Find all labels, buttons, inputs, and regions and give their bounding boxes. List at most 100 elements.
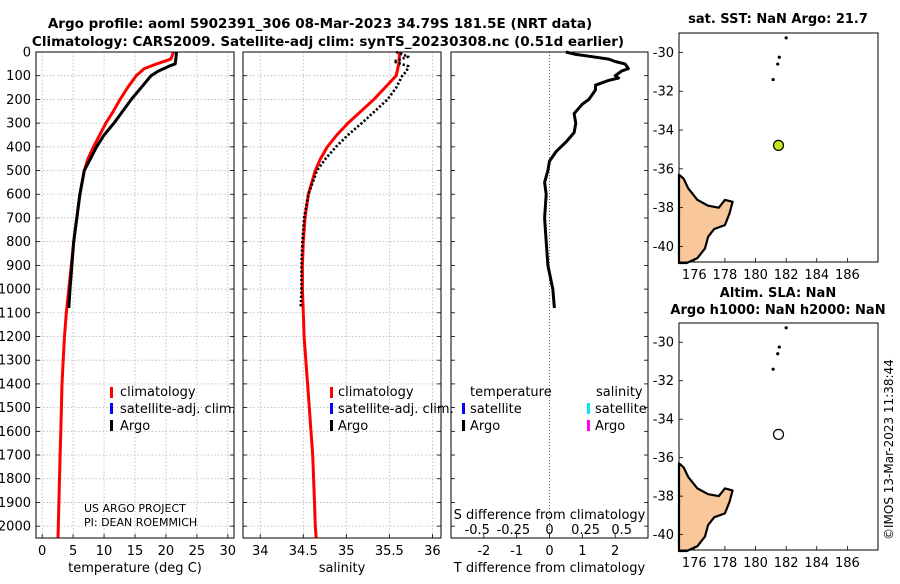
imos-watermark: ©IMOS 13-Mar-2023 11:38:44 [882, 359, 896, 540]
island-marker [777, 55, 781, 59]
y-tick-label: 0 [23, 46, 31, 61]
x-tick-label: 184 [804, 268, 829, 283]
x-tick-label: 1 [578, 544, 586, 559]
x-tick-label: 34.5 [289, 544, 318, 559]
x-tick-label: 35 [338, 544, 355, 559]
land-new-zealand [677, 462, 734, 553]
y-tick-label: -36 [653, 451, 674, 466]
legend-swatch-sal-argo [587, 420, 590, 431]
x-tick-label: 30 [220, 544, 237, 559]
sst-map-panel: sat. SST: NaN Argo: 21.7 176 178 180 182 184 1… [653, 12, 879, 283]
x-tick-label: 180 [743, 556, 768, 571]
legend-label-satellite: satellite-adj. clim. [120, 402, 236, 417]
legend-swatch-satellite [330, 403, 333, 414]
x-tick-label: 176 [682, 268, 707, 283]
legend-label-climatology: climatology [120, 385, 196, 400]
y-tick-label: 900 [6, 259, 31, 274]
legend-temperature: climatology satellite-adj. clim. Argo [110, 385, 236, 434]
x-tick-label: 182 [774, 268, 799, 283]
y-tick-label: 1700 [0, 449, 31, 464]
legend-label-sal-satellite: satellite [595, 402, 647, 417]
y-tick-label: 100 [6, 69, 31, 84]
x-tick-label: 184 [804, 556, 829, 571]
temperature-panel: 0100200300400500600700800900100011001200… [0, 46, 236, 577]
legend-salinity: climatology satellite-adj. clim. Argo [330, 385, 454, 434]
y-tick-label: 300 [6, 117, 31, 132]
sst-map-title: sat. SST: NaN Argo: 21.7 [688, 12, 868, 27]
y-tick-label: 1100 [0, 306, 31, 321]
title-line-2: Climatology: CARS2009. Satellite-adj cli… [32, 34, 624, 50]
x-tick-label: 5 [69, 544, 77, 559]
y-tick-label: -40 [653, 528, 674, 543]
credits-line-1: US ARGO PROJECT [84, 502, 186, 515]
float-position-marker [772, 139, 785, 151]
legend-title-temperature: temperature [470, 385, 552, 400]
y-tick-label: -36 [653, 162, 674, 177]
x-secondary-tick-label: 0.25 [571, 523, 600, 538]
x-tick-label: 186 [835, 268, 860, 283]
axes-frame [242, 51, 442, 539]
x-tick-label: 186 [835, 556, 860, 571]
legend-swatch-temp-argo [462, 420, 465, 431]
y-tick-label: -30 [653, 336, 674, 351]
legend-swatch-temp-satellite [462, 403, 465, 414]
x-tick-label: 10 [96, 544, 113, 559]
legend-label-temp-satellite: satellite [470, 402, 522, 417]
title-line-1: Argo profile: aoml 5902391_306 08-Mar-20… [48, 16, 592, 32]
x-tick-label: 2 [611, 544, 619, 559]
legend-swatch-argo [330, 420, 333, 431]
argo-line [67, 51, 178, 309]
y-tick-label: 500 [6, 164, 31, 179]
sla-map-title-line-1: Altim. SLA: NaN [720, 286, 836, 301]
y-tick-label: 1200 [0, 330, 31, 345]
x-secondary-tick-label: 0.5 [611, 523, 632, 538]
x-tick-label: 176 [682, 556, 707, 571]
sla-map-title-line-2: Argo h1000: NaN h2000: NaN [670, 303, 885, 318]
legend-swatch-satellite [110, 403, 113, 414]
x-axis-label: temperature (deg C) [68, 561, 202, 576]
salinity-panel: 34 34.5 35 35.5 36 salinity [242, 50, 442, 576]
legend-title-salinity: salinity [596, 385, 643, 400]
x-tick-label: 178 [713, 268, 738, 283]
x-tick-label: 36 [424, 544, 441, 559]
x-tick-label: 20 [158, 544, 175, 559]
y-tick-label: 1300 [0, 354, 31, 369]
x-tick-label: 180 [743, 268, 768, 283]
y-tick-label: -40 [653, 240, 674, 255]
land-new-zealand [677, 173, 734, 265]
x-tick-label: 0 [545, 544, 553, 559]
x-axis-label: salinity [319, 561, 366, 576]
island-marker [776, 62, 780, 66]
x-secondary-tick-label: -0.25 [497, 523, 531, 538]
legend-label-satellite: satellite-adj. clim. [338, 402, 454, 417]
y-tick-label: 700 [6, 211, 31, 226]
x-tick-label: 25 [189, 544, 206, 559]
y-tick-label: 1000 [0, 283, 31, 298]
island-marker [771, 77, 775, 82]
island-marker [784, 326, 788, 330]
y-tick-label: 1600 [0, 425, 31, 440]
x-secondary-tick-label: -0.5 [465, 523, 490, 538]
x-tick-label: 34 [252, 544, 269, 559]
x-tick-label: 0 [38, 544, 46, 559]
legend-label-climatology: climatology [338, 385, 414, 400]
legend-label-argo: Argo [120, 419, 150, 434]
axes-frame [450, 51, 649, 539]
credits-line-2: PI: DEAN ROEMMICH [84, 516, 197, 529]
y-tick-label: 400 [6, 140, 31, 155]
y-tick-label: 1800 [0, 472, 31, 487]
y-tick-label: -30 [653, 46, 674, 61]
x-tick-label: 15 [127, 544, 144, 559]
y-tick-label: 800 [6, 235, 31, 250]
climatology-line [56, 51, 175, 539]
x-tick-label: 178 [713, 556, 738, 571]
axes-frame [678, 322, 879, 551]
island-marker [776, 352, 780, 356]
y-tick-label: 2000 [0, 520, 31, 535]
y-tick-label: -32 [653, 85, 674, 100]
y-tick-label: 1500 [0, 401, 31, 416]
legend-swatch-sal-satellite [587, 403, 590, 414]
x-tick-label: -2 [477, 544, 490, 559]
y-tick-label: -38 [653, 490, 674, 505]
